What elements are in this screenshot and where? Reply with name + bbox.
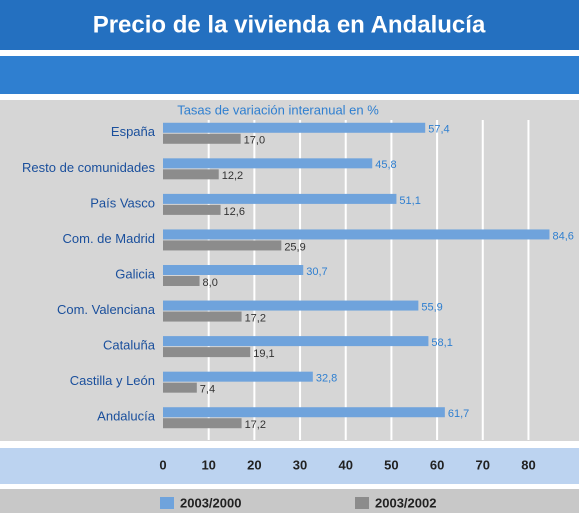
header-band — [0, 56, 579, 94]
value-label: 12,6 — [224, 206, 245, 218]
x-tick-label: 40 — [338, 457, 352, 472]
bar — [163, 276, 200, 286]
legend-swatch — [160, 497, 174, 509]
value-label: 58,1 — [431, 337, 452, 349]
y-tick-label: Cataluña — [103, 338, 156, 353]
x-tick-label: 30 — [293, 457, 307, 472]
value-label: 7,4 — [200, 384, 215, 396]
bar — [163, 133, 241, 144]
value-label: 17,2 — [245, 312, 266, 324]
bar — [163, 240, 282, 251]
bar — [163, 311, 242, 322]
chart-subtitle: Tasas de variación interanual en % — [177, 102, 379, 117]
x-tick-label: 0 — [159, 457, 166, 472]
legend-label: 2003/2000 — [180, 495, 241, 510]
value-label: 19,1 — [253, 348, 274, 360]
bar — [163, 229, 550, 240]
y-tick-label: Galicia — [115, 266, 156, 281]
value-label: 17,0 — [244, 135, 265, 147]
value-label: 57,4 — [428, 124, 449, 136]
x-tick-label: 20 — [247, 457, 261, 472]
legend-band — [0, 489, 579, 513]
bar — [163, 371, 313, 382]
value-label: 51,1 — [399, 195, 420, 207]
chart-title: Precio de la vivienda en Andalucía — [93, 11, 486, 38]
value-label: 25,9 — [284, 241, 305, 253]
bar — [163, 169, 219, 180]
y-tick-label: Castilla y León — [70, 373, 155, 388]
legend-label: 2003/2002 — [375, 495, 436, 510]
axis-band — [0, 448, 579, 484]
value-label: 12,2 — [222, 170, 243, 182]
title-band — [0, 0, 579, 50]
bar — [163, 265, 304, 275]
y-tick-label: País Vasco — [90, 195, 155, 210]
bar — [163, 193, 397, 204]
value-label: 84,6 — [552, 230, 573, 242]
x-tick-label: 10 — [201, 457, 215, 472]
value-label: 45,8 — [375, 159, 396, 171]
x-tick-label: 50 — [384, 457, 398, 472]
y-tick-label: Com. de Madrid — [63, 231, 155, 246]
bar — [163, 300, 419, 311]
bar — [163, 418, 242, 429]
bar — [163, 407, 445, 418]
value-label: 61,7 — [448, 408, 469, 420]
y-tick-label: Resto de comunidades — [22, 160, 155, 175]
bar — [163, 204, 221, 215]
x-tick-label: 70 — [476, 457, 490, 472]
value-label: 8,0 — [203, 277, 218, 289]
value-label: 32,8 — [316, 373, 337, 385]
value-label: 30,7 — [306, 266, 327, 278]
value-label: 55,9 — [421, 301, 442, 313]
bar — [163, 382, 197, 393]
y-tick-label: Andalucía — [97, 409, 156, 424]
bar — [163, 158, 373, 169]
value-label: 17,2 — [245, 419, 266, 431]
y-tick-label: España — [111, 124, 156, 139]
bar — [163, 336, 429, 347]
legend-swatch — [355, 497, 369, 509]
bar — [163, 347, 251, 358]
bar — [163, 122, 426, 133]
x-tick-label: 60 — [430, 457, 444, 472]
x-tick-label: 80 — [521, 457, 535, 472]
y-tick-label: Com. Valenciana — [57, 302, 156, 317]
